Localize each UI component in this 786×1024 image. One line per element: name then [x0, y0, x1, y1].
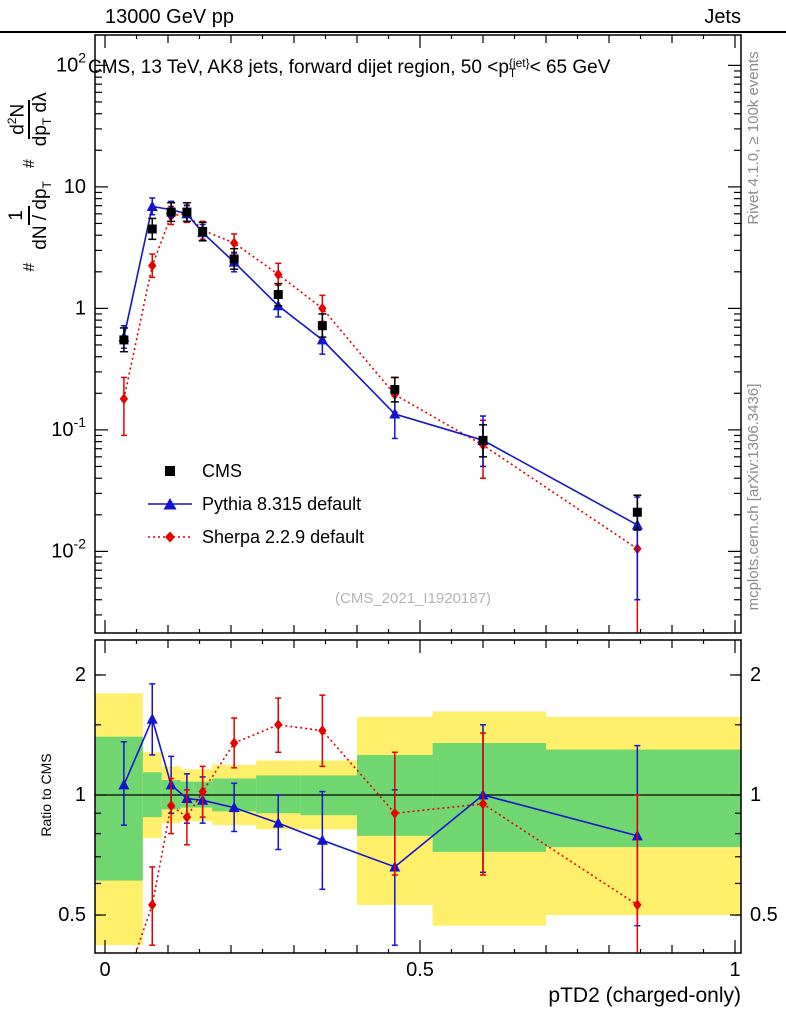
legend: CMS Pythia 8.315 default Sherpa 2.2.9 de… [148, 459, 364, 549]
svg-text:102: 102 [56, 49, 86, 76]
pt-superscript: {jet} [508, 56, 530, 70]
svg-text:10: 10 [64, 176, 86, 198]
ratio-uncertainty-bands [95, 693, 741, 946]
panel-title-prefix: CMS, 13 TeV, AK8 jets, forward dijet reg… [88, 57, 499, 78]
panel-title: CMS, 13 TeV, AK8 jets, forward dijet reg… [88, 57, 610, 79]
rivet-version-label: Rivet 4.1.0, ≥ 100k events [744, 51, 762, 225]
pythia-triangle-marker-icon [148, 498, 192, 510]
sherpa-diamond-marker-icon [148, 531, 192, 543]
svg-text:10-1: 10-1 [51, 414, 86, 441]
legend-label-sherpa: Sherpa 2.2.9 default [202, 526, 365, 547]
svg-text:0.5: 0.5 [406, 959, 434, 981]
svg-text:0: 0 [99, 959, 110, 981]
legend-item-sherpa: Sherpa 2.2.9 default [148, 525, 364, 549]
ylabel-hash-2: # [21, 159, 38, 169]
fraction2-denominator: dpT dλ [30, 88, 54, 150]
y-axis-label-ratio: Ratio to CMS [38, 753, 54, 837]
svg-text:1: 1 [75, 297, 86, 319]
header-divider [0, 31, 786, 33]
svg-text:0.5: 0.5 [58, 904, 86, 926]
svg-text:2: 2 [750, 664, 761, 686]
fraction1-den-text: dN / dp [29, 188, 51, 250]
pt-subscript: T [508, 66, 517, 80]
svg-text:1: 1 [75, 784, 86, 806]
mcplots-credit-label: mcplots.cern.ch [arXiv:1306.3436] [744, 383, 762, 611]
svg-text:1: 1 [750, 784, 761, 806]
svg-text:2: 2 [75, 664, 86, 686]
fraction1-denominator: dN / dpT [30, 177, 54, 254]
process-label: Jets [704, 6, 741, 28]
beam-energy-label: 13000 GeV pp [105, 6, 234, 28]
fraction2-den-rest: dλ [30, 92, 52, 118]
legend-label-cms: CMS [202, 460, 242, 481]
fraction2-den-text: dp [30, 125, 52, 147]
svg-text:1: 1 [729, 959, 740, 981]
ylabel-hash-1: # [21, 262, 38, 272]
fraction2-den-sub: T [39, 117, 54, 126]
legend-item-pythia: Pythia 8.315 default [148, 492, 364, 516]
analysis-id-watermark: (CMS_2021_I1920187) [335, 590, 491, 607]
legend-label-pythia: Pythia 8.315 default [202, 493, 362, 514]
main-series [118, 197, 643, 633]
ylabel-fraction-2: d2N dpT dλ [4, 88, 55, 150]
legend-item-cms: CMS [148, 459, 364, 483]
fraction2-num-exp: 2 [4, 117, 19, 125]
fraction1-numerator: 1 [6, 206, 30, 225]
ylabel-fraction-1: 1 dN / dpT [6, 177, 54, 254]
x-axis-title: pTD2 (charged-only) [548, 984, 741, 1007]
ratio-series [118, 683, 643, 953]
svg-text:0.5: 0.5 [750, 904, 778, 926]
y-axis-label-main: # 1 dN / dpT # d2N dpT dλ [0, 50, 60, 310]
panel-title-pt-symbol: p [498, 57, 509, 78]
cms-square-marker-icon [165, 466, 175, 476]
fraction1-den-sub: T [39, 181, 54, 189]
panel-title-suffix: < 65 GeV [529, 57, 611, 78]
fraction2-num-text: d [6, 124, 28, 135]
svg-text:10-2: 10-2 [51, 535, 86, 562]
fraction2-num-rest: N [6, 103, 28, 118]
fraction2-numerator: d2N [4, 99, 31, 139]
panel-title-pt-scripts: {jet} T [508, 56, 530, 80]
